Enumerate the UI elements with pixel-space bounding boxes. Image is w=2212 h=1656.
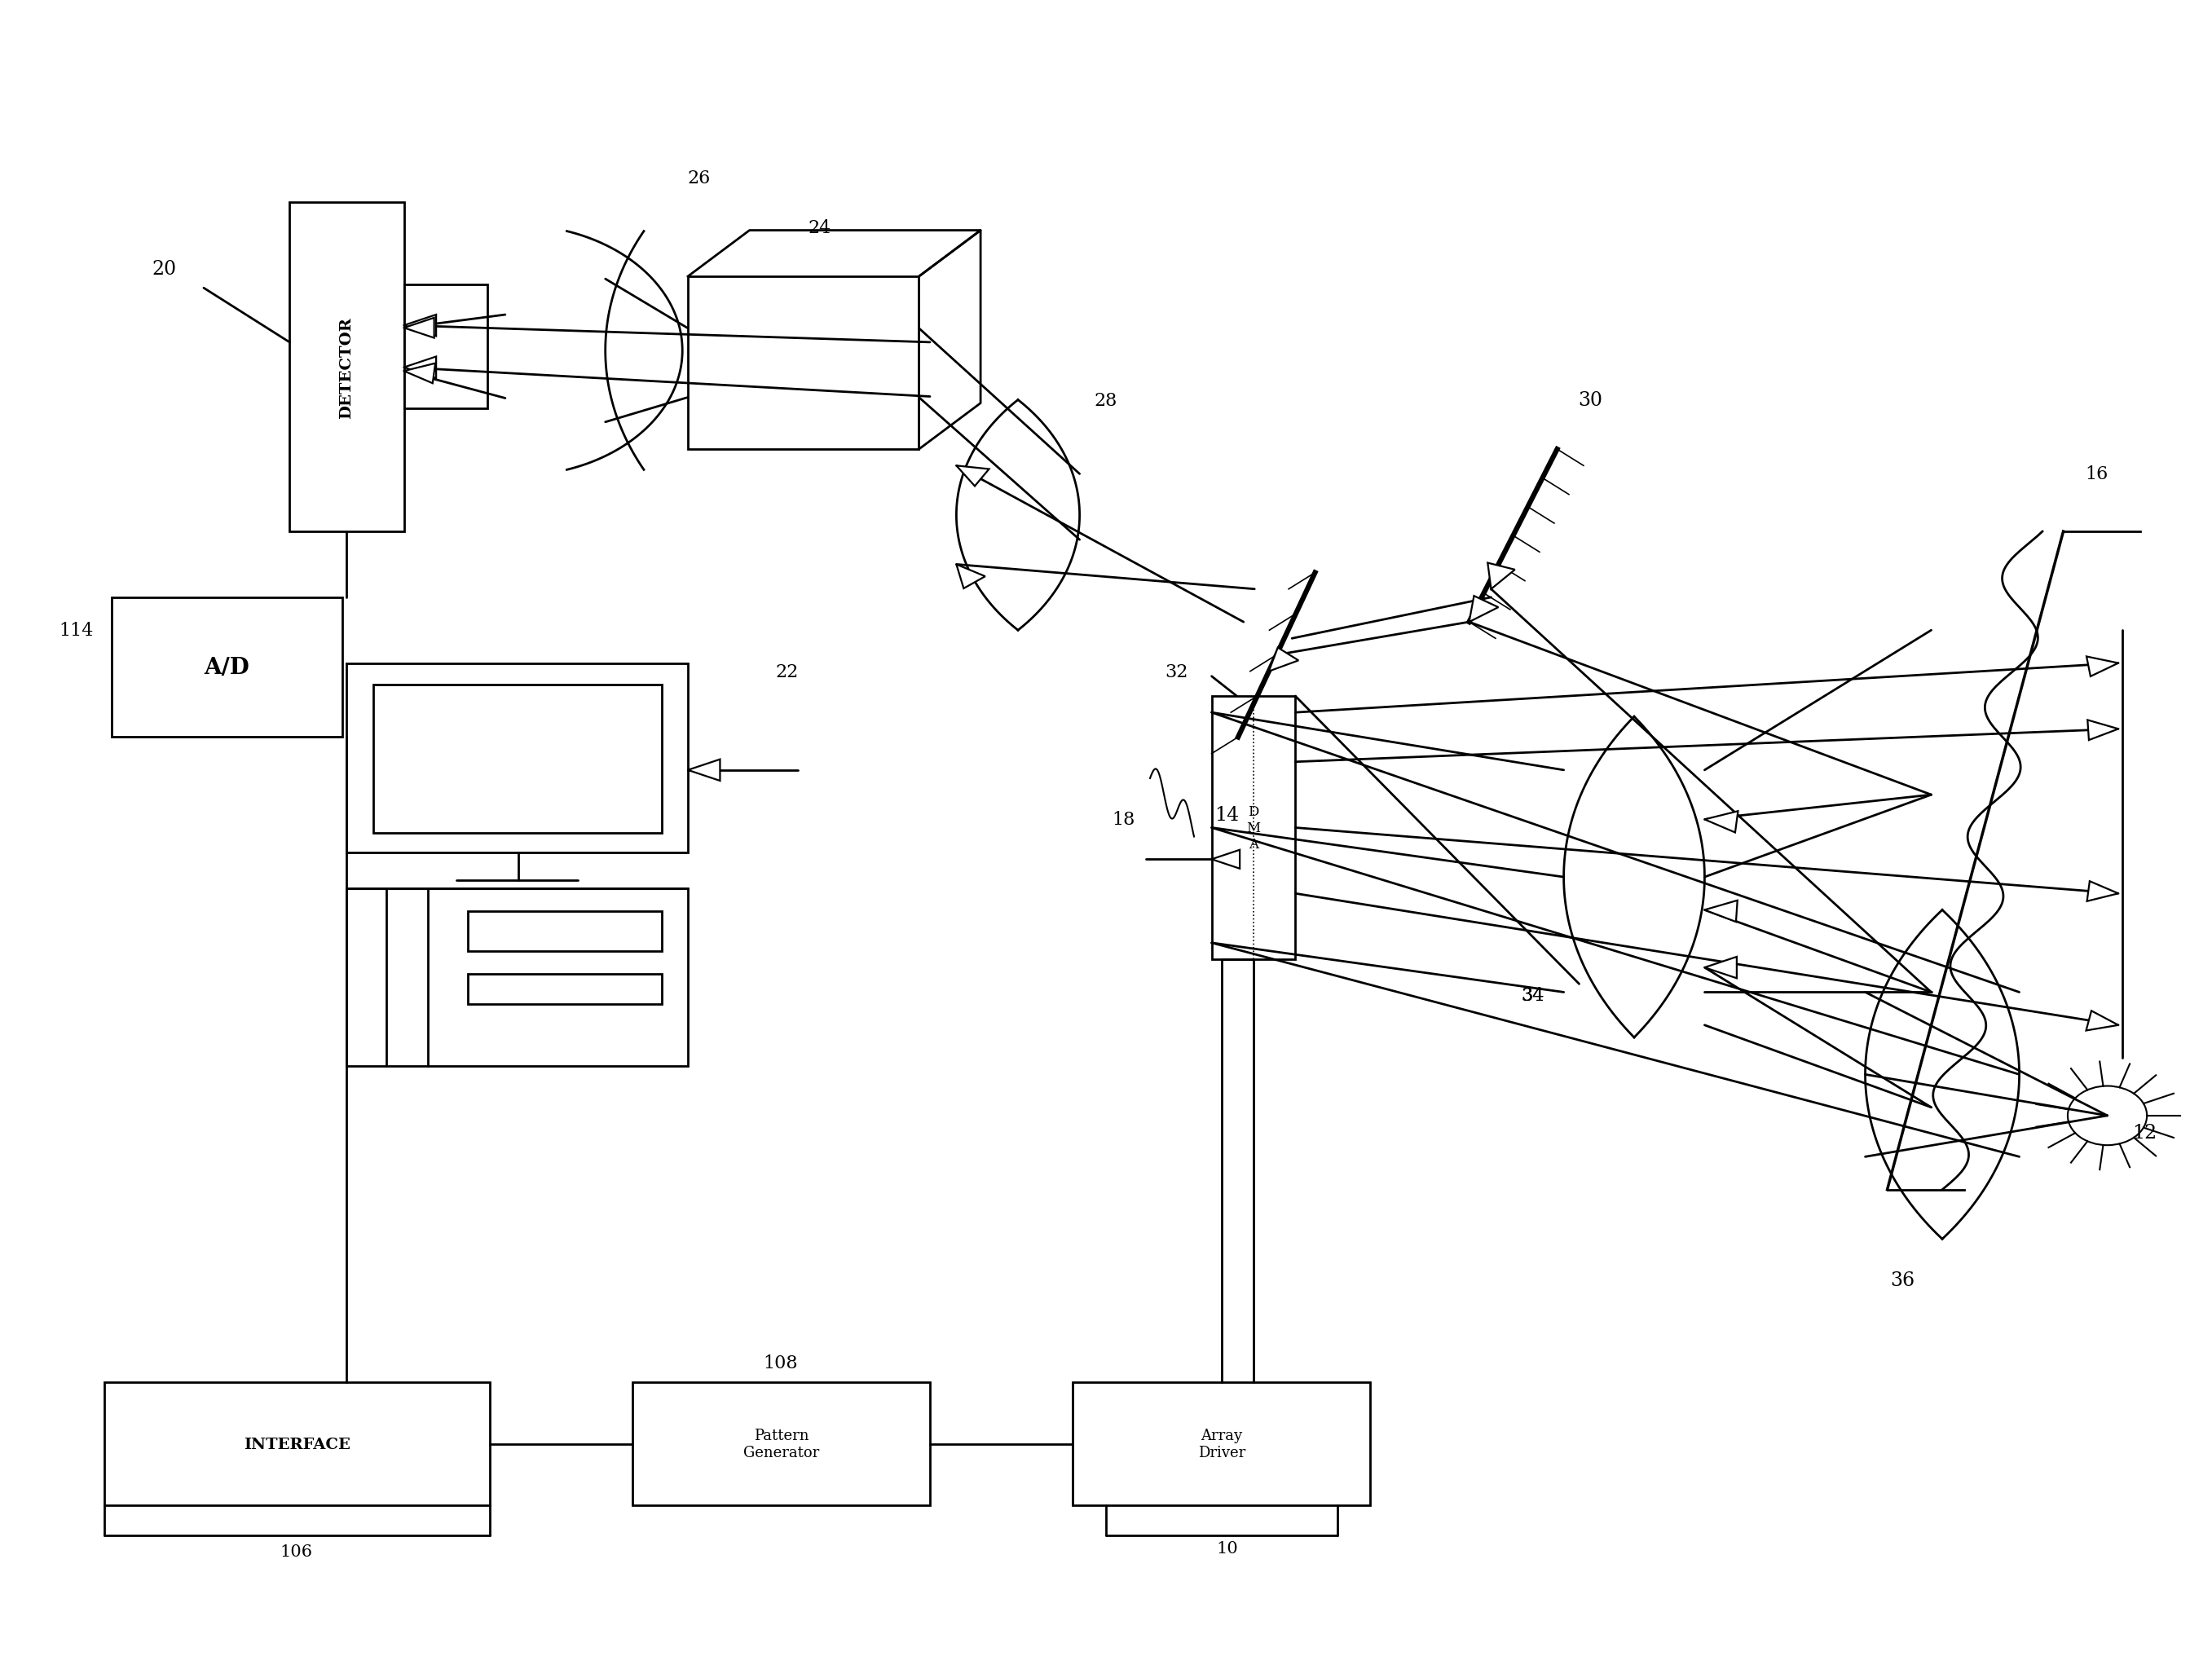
Polygon shape [1270, 647, 1298, 672]
Bar [1212, 697, 1296, 959]
Text: 14: 14 [1214, 805, 1239, 825]
Text: 20: 20 [153, 260, 177, 278]
Text: 34: 34 [1522, 987, 1544, 1005]
Text: INTERFACE: INTERFACE [243, 1437, 349, 1451]
Bar [467, 912, 661, 951]
Text: 10: 10 [1217, 1540, 1239, 1557]
Text: 18: 18 [1113, 811, 1135, 828]
Bar [290, 204, 405, 532]
Text: 16: 16 [2084, 465, 2108, 484]
Bar [347, 889, 688, 1066]
Text: Array
Driver: Array Driver [1197, 1427, 1245, 1459]
Polygon shape [2088, 720, 2119, 740]
Bar [104, 1383, 489, 1505]
Polygon shape [1469, 596, 1498, 623]
Polygon shape [956, 565, 984, 590]
Polygon shape [2086, 881, 2119, 901]
Text: 34: 34 [1522, 987, 1544, 1005]
Text: 108: 108 [763, 1353, 799, 1371]
Text: 30: 30 [1577, 391, 1601, 409]
Text: A/D: A/D [204, 657, 250, 679]
Polygon shape [405, 315, 436, 336]
Bar [1073, 1383, 1369, 1505]
Bar [111, 598, 343, 737]
Polygon shape [1705, 957, 1736, 979]
Text: Pattern
Generator: Pattern Generator [743, 1427, 818, 1459]
Text: 114: 114 [60, 621, 93, 639]
Polygon shape [405, 358, 436, 379]
Bar [347, 664, 688, 853]
Polygon shape [405, 364, 436, 384]
Bar [688, 277, 918, 450]
Polygon shape [1705, 901, 1736, 922]
Polygon shape [1705, 811, 1739, 833]
Text: 26: 26 [688, 169, 710, 187]
Polygon shape [1489, 563, 1515, 590]
Text: 34: 34 [1522, 987, 1544, 1005]
Polygon shape [2086, 1012, 2119, 1030]
Polygon shape [688, 760, 721, 782]
Polygon shape [2086, 657, 2119, 677]
Polygon shape [1212, 850, 1239, 869]
Text: 28: 28 [1095, 391, 1117, 409]
Text: DETECTOR: DETECTOR [338, 316, 354, 419]
Polygon shape [956, 467, 989, 487]
Text: 32: 32 [1166, 662, 1188, 681]
Text: 22: 22 [776, 662, 799, 681]
Text: 12: 12 [2132, 1123, 2157, 1141]
Bar [633, 1383, 929, 1505]
Text: 36: 36 [1891, 1270, 1916, 1290]
Text: D
M
A: D M A [1248, 805, 1261, 851]
Text: 24: 24 [807, 219, 832, 237]
Text: 106: 106 [281, 1543, 312, 1560]
Bar [374, 686, 661, 833]
Polygon shape [405, 318, 434, 338]
Bar [467, 974, 661, 1004]
Bar [405, 285, 487, 409]
